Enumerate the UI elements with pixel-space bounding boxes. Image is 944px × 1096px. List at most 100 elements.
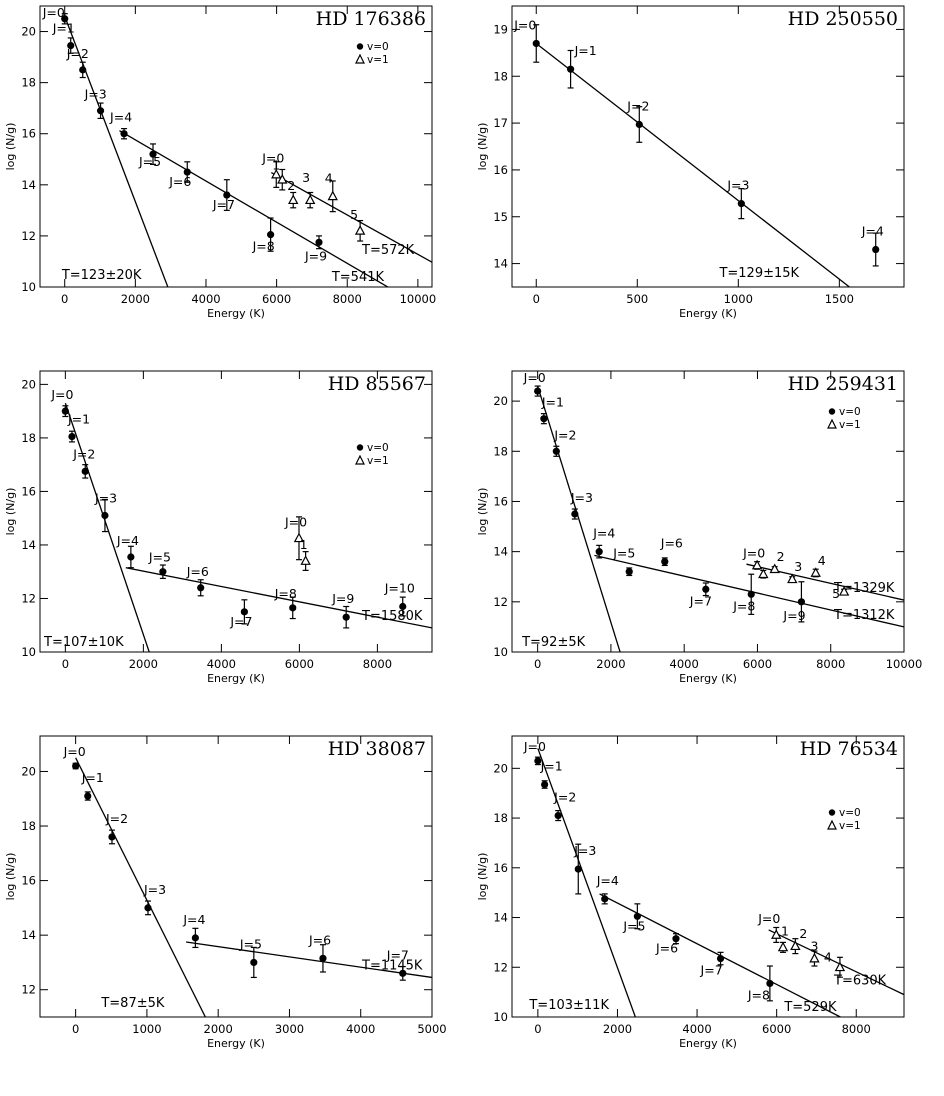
y-axis-title: log (N/g) — [4, 123, 17, 171]
x-tick-label: 6000 — [262, 292, 291, 306]
point-label: J=9 — [331, 591, 354, 606]
point-label: J=3 — [573, 843, 596, 858]
chart-hd-259431: 0 2000 4000 6000 8000 10000 10 12 14 16 18 20 Energy… — [472, 365, 944, 730]
point-label: J=3 — [726, 178, 749, 193]
data-point-v0 — [101, 498, 109, 533]
data-point-v0 — [96, 102, 105, 120]
point-label: 4 — [824, 949, 832, 964]
y-tick-label: 16 — [493, 494, 508, 508]
data-point-v0 — [240, 599, 248, 625]
x-tick-label: 4000 — [346, 1022, 375, 1036]
data-point-v1 — [787, 573, 798, 584]
chart-title: HD 38087 — [328, 738, 426, 760]
data-point-v0 — [319, 944, 327, 973]
y-tick-label: 16 — [493, 163, 508, 177]
point-label: J=5 — [239, 936, 262, 951]
x-tick-label: 1000 — [132, 1022, 161, 1036]
data-point-v0 — [635, 106, 643, 143]
point-label: J=7 — [386, 947, 409, 962]
fit-line — [125, 567, 432, 629]
point-label: 1 — [781, 923, 789, 938]
plot-frame — [39, 735, 433, 1018]
legend-label: v=1 — [839, 419, 861, 431]
legend-label: v=0 — [839, 406, 861, 418]
y-tick-label: 20 — [21, 764, 36, 778]
legend-marker-circle — [828, 408, 836, 415]
fit-line — [186, 941, 432, 979]
data-point-v0 — [61, 405, 69, 418]
point-label: J=1 — [67, 412, 90, 427]
x-tick-label: 4000 — [191, 292, 220, 306]
y-axis-title: log (N/g) — [4, 853, 17, 901]
data-point-v0 — [191, 927, 199, 949]
point-label: 4 — [818, 553, 826, 568]
y-tick-label: 15 — [493, 210, 508, 224]
point-label: 3 — [302, 170, 310, 185]
x-tick-label: 10000 — [400, 292, 437, 306]
point-label: J=0 — [523, 739, 546, 754]
chart-hd-76534: 0 2000 4000 6000 8000 10 12 14 16 18 20 Energy (K) l… — [472, 730, 944, 1095]
y-tick-label: 14 — [21, 178, 36, 192]
point-label: J=7 — [229, 614, 252, 629]
data-point-v0 — [541, 780, 549, 789]
point-label: 5 — [832, 586, 840, 601]
fit-temperature-label: T=123±20K — [61, 268, 142, 283]
chart-hd-250550: 0 500 1000 1500 14 15 16 17 18 19 Energy (K) log (N… — [472, 0, 944, 365]
chart-hd-38087: 0 1000 2000 3000 4000 5000 12 14 16 18 20 Energy (K… — [0, 730, 472, 1095]
data-point-v0 — [197, 579, 205, 597]
point-label: J=0 — [63, 744, 86, 759]
x-axis-title: Energy (K) — [207, 307, 265, 320]
data-point-v0 — [108, 829, 116, 845]
data-point-v1 — [354, 219, 366, 242]
data-point-v1 — [771, 926, 782, 943]
data-point-v0 — [766, 965, 774, 1002]
point-label: J=0 — [284, 514, 307, 529]
data-point-v0 — [267, 217, 275, 252]
data-point-v0 — [81, 464, 89, 479]
fit-line — [64, 402, 150, 652]
data-point-v0 — [672, 933, 680, 945]
point-label: 3 — [794, 559, 802, 574]
x-tick-label: 1000 — [724, 292, 753, 306]
data-point-v0 — [79, 61, 87, 79]
point-label: J=8 — [747, 987, 770, 1002]
chart-svg: 0 1000 2000 3000 4000 5000 12 14 16 18 20 Energy (K… — [4, 735, 447, 1050]
point-label: J=9 — [782, 608, 805, 623]
plot-frame — [511, 5, 905, 288]
data-point-v0 — [223, 179, 231, 211]
fit-line — [119, 130, 389, 287]
legend-label: v=1 — [367, 455, 389, 467]
fit-temperature-label: T=129±15K — [718, 266, 799, 281]
fit-temperature-label: T=1580K — [361, 609, 423, 624]
data-point-v1 — [277, 168, 288, 191]
plot-frame — [511, 735, 905, 1018]
y-tick-label: 17 — [493, 116, 508, 130]
y-tick-label: 19 — [493, 22, 508, 36]
legend-marker-circle — [356, 444, 364, 451]
y-tick-label: 16 — [493, 861, 508, 875]
y-tick-label: 12 — [493, 595, 508, 609]
fit-line — [535, 42, 850, 287]
data-point-v1 — [271, 161, 282, 188]
data-point-v0 — [534, 385, 542, 397]
point-label: J=1 — [540, 758, 563, 773]
plot-frame — [39, 5, 433, 288]
point-label: J=10 — [384, 581, 415, 596]
fit-temperature-label: T=1312K — [833, 608, 895, 623]
data-point-v1 — [790, 938, 801, 955]
point-label: 4 — [325, 170, 333, 185]
data-point-v0 — [534, 756, 542, 766]
data-point-v0 — [554, 810, 562, 822]
point-label: J=3 — [143, 882, 166, 897]
legend-marker-triangle — [827, 418, 837, 429]
point-label: J=5 — [148, 550, 171, 565]
legend: v=0v=1 — [827, 807, 861, 832]
y-axis-title: log (N/g) — [476, 488, 489, 536]
x-tick-label: 0 — [534, 1022, 541, 1036]
fit-temperature-label: T=1329K — [833, 581, 895, 596]
point-label: J=9 — [304, 248, 327, 263]
legend-label: v=1 — [839, 820, 861, 832]
x-tick-label: 2000 — [129, 657, 158, 671]
data-point-v1 — [834, 956, 846, 978]
data-point-v1 — [810, 567, 821, 578]
